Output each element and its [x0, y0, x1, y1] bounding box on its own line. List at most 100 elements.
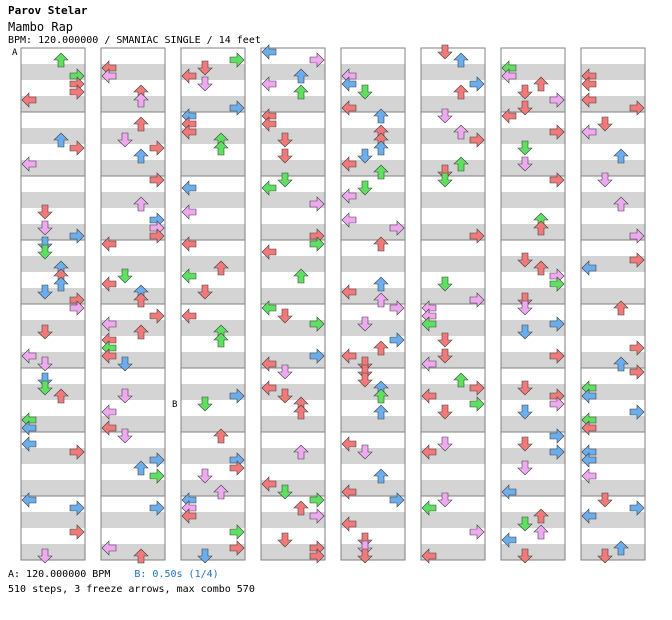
- beat-stripe: [501, 368, 565, 384]
- step-arrow: [357, 548, 373, 564]
- beat-stripe: [581, 96, 645, 112]
- beat-stripe: [261, 496, 325, 512]
- beat-stripe: [421, 432, 485, 448]
- step-arrow: [453, 84, 469, 100]
- beat-stripe: [421, 80, 485, 96]
- beat-stripe: [261, 480, 325, 496]
- beat-stripe: [341, 304, 405, 320]
- step-arrow: [181, 204, 197, 220]
- beat-stripe: [181, 96, 245, 112]
- step-arrow: [501, 532, 517, 548]
- step-arrow: [549, 124, 565, 140]
- step-arrow: [341, 484, 357, 500]
- step-arrow: [309, 236, 325, 252]
- step-arrow: [549, 316, 565, 332]
- beat-stripe: [341, 256, 405, 272]
- beat-stripe: [101, 176, 165, 192]
- step-arrow: [357, 540, 373, 556]
- step-arrow: [277, 148, 293, 164]
- step-arrow: [581, 76, 597, 92]
- beat-stripe: [261, 144, 325, 160]
- beat-stripe: [101, 160, 165, 176]
- step-arrow: [149, 452, 165, 468]
- bpm-legend: A: 120.000000 BPM B: 0.50s (1/4): [8, 569, 219, 580]
- beat-stripe: [21, 256, 85, 272]
- step-arrow: [181, 508, 197, 524]
- beat-stripe: [341, 352, 405, 368]
- beat-stripe: [181, 384, 245, 400]
- step-arrow: [117, 132, 133, 148]
- beat-stripe: [101, 416, 165, 432]
- beat-stripe: [181, 400, 245, 416]
- step-arrow: [517, 84, 533, 100]
- beat-stripe: [501, 176, 565, 192]
- column-border: [580, 47, 646, 561]
- step-arrow: [117, 388, 133, 404]
- beat-stripe: [261, 112, 325, 128]
- step-arrow: [181, 180, 197, 196]
- beat-stripe: [341, 288, 405, 304]
- beat-stripe: [261, 368, 325, 384]
- beat-stripe: [21, 528, 85, 544]
- step-arrow: [309, 492, 325, 508]
- beat-stripe: [421, 192, 485, 208]
- step-arrow: [133, 292, 149, 308]
- step-arrow: [21, 492, 37, 508]
- step-arrow: [149, 172, 165, 188]
- step-arrow: [229, 52, 245, 68]
- beat-stripe: [421, 272, 485, 288]
- beat-stripe: [21, 496, 85, 512]
- step-arrow: [261, 244, 277, 260]
- beat-stripe: [181, 496, 245, 512]
- step-arrow: [357, 372, 373, 388]
- beat-stripe: [101, 96, 165, 112]
- beat-stripe: [101, 224, 165, 240]
- beat-stripe: [181, 192, 245, 208]
- step-arrow: [549, 396, 565, 412]
- beat-stripe: [341, 432, 405, 448]
- beat-stripe: [581, 176, 645, 192]
- beat-stripe: [341, 544, 405, 560]
- beat-stripe: [581, 432, 645, 448]
- step-arrow: [21, 436, 37, 452]
- beat-stripe: [581, 512, 645, 528]
- step-arrow: [197, 60, 213, 76]
- step-arrow: [37, 356, 53, 372]
- beat-stripe: [501, 128, 565, 144]
- beat-stripe: [21, 80, 85, 96]
- beat-stripe: [581, 272, 645, 288]
- step-arrow: [501, 108, 517, 124]
- beat-stripe: [581, 128, 645, 144]
- beat-stripe: [101, 288, 165, 304]
- beat-stripe: [261, 48, 325, 64]
- beat-stripe: [501, 400, 565, 416]
- beat-stripe: [341, 336, 405, 352]
- beat-stripe: [181, 320, 245, 336]
- beat-stripe: [101, 128, 165, 144]
- step-arrow: [517, 156, 533, 172]
- step-arrow: [373, 404, 389, 420]
- beat-stripe: [501, 64, 565, 80]
- step-arrow: [517, 292, 533, 308]
- beat-stripe: [581, 304, 645, 320]
- step-arrow: [277, 132, 293, 148]
- step-arrow: [517, 140, 533, 156]
- beat-stripe: [181, 240, 245, 256]
- step-arrow: [373, 388, 389, 404]
- beat-stripe: [21, 288, 85, 304]
- step-arrow: [437, 404, 453, 420]
- step-arrow: [549, 92, 565, 108]
- beat-stripe: [501, 144, 565, 160]
- beat-stripe: [581, 416, 645, 432]
- step-arrow: [341, 516, 357, 532]
- step-arrow: [149, 308, 165, 324]
- step-arrow: [293, 268, 309, 284]
- step-arrow: [69, 524, 85, 540]
- beat-stripe: [101, 256, 165, 272]
- beat-stripe: [261, 240, 325, 256]
- beat-stripe: [421, 544, 485, 560]
- beat-stripe: [101, 272, 165, 288]
- beat-stripe: [101, 144, 165, 160]
- step-arrow: [261, 76, 277, 92]
- step-arrow: [213, 428, 229, 444]
